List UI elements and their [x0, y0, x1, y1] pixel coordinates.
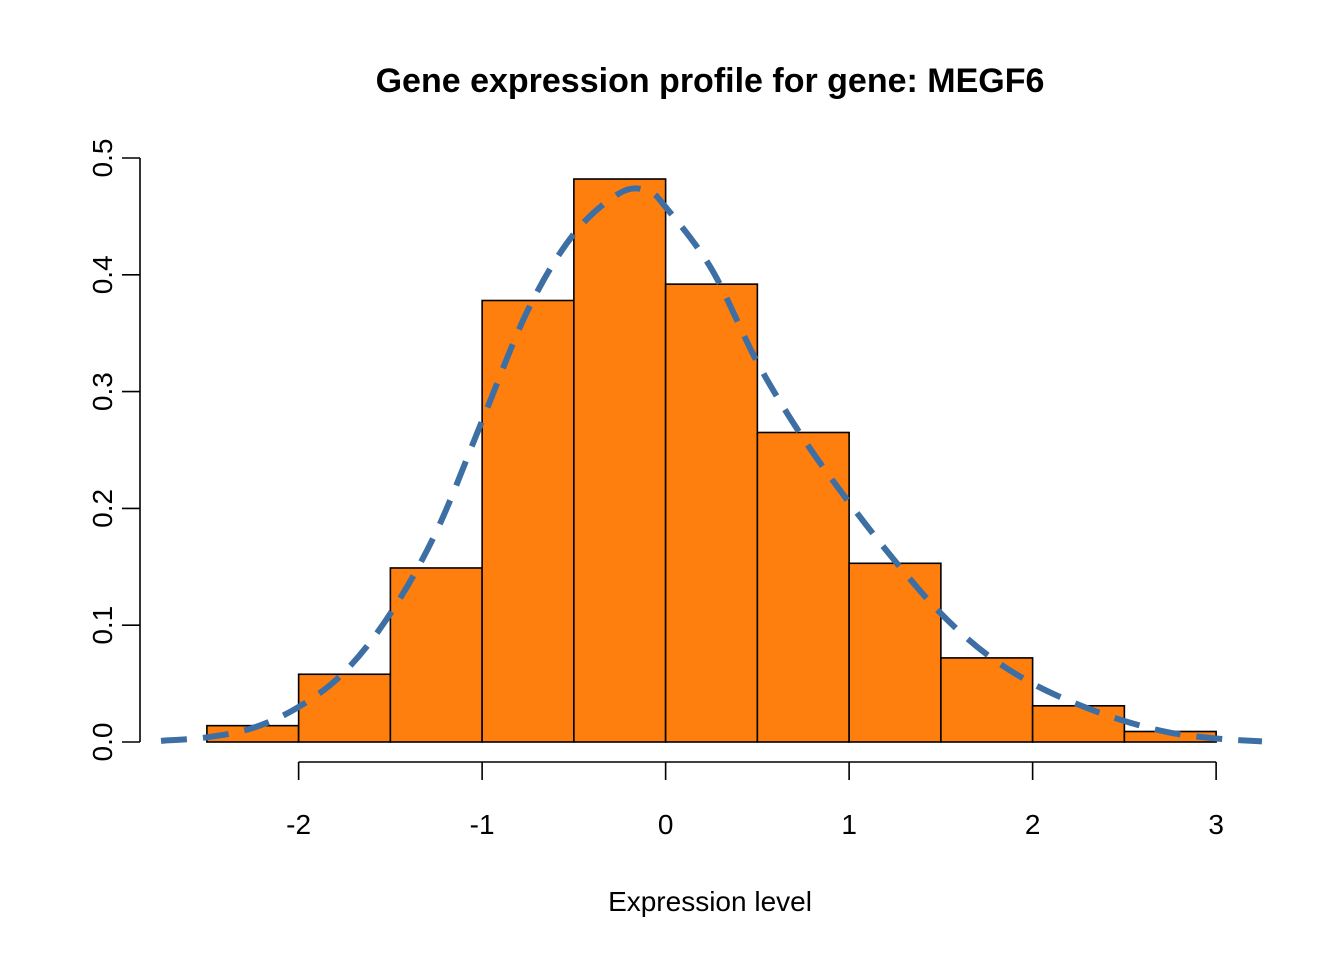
y-axis: 0.0 0.1 0.2 0.3 0.4 0.5 [87, 139, 141, 762]
y-tick-label: 0.3 [87, 372, 118, 411]
histogram-bar-6 [664, 283, 759, 743]
x-axis-label: Expression level [608, 886, 812, 917]
density-curve [160, 185, 1263, 745]
chart-title: Gene expression profile for gene: MEGF6 [376, 62, 1045, 100]
histogram-bar-8 [848, 562, 942, 743]
y-tick-label: 0.5 [87, 139, 118, 178]
x-tick-label: -1 [470, 809, 495, 840]
histogram-bar-3 [389, 567, 483, 743]
x-tick-label: 2 [1025, 809, 1041, 840]
y-tick-label: 0.0 [87, 723, 118, 762]
y-tick-label: 0.2 [87, 489, 118, 528]
y-tick-label: 0.4 [87, 255, 118, 294]
x-tick-label: -2 [286, 809, 311, 840]
histogram-bar-10 [1031, 704, 1126, 743]
histogram-bar-5 [573, 178, 667, 743]
x-tick-label: 3 [1208, 809, 1224, 840]
histogram-bar-7 [756, 431, 850, 743]
x-tick-label: 0 [658, 809, 674, 840]
histogram-bar-9 [940, 657, 1034, 743]
histogram-bar-4 [481, 299, 575, 743]
histogram-bars [206, 178, 1217, 743]
histogram-bar-2 [297, 673, 392, 743]
y-tick-label: 0.1 [87, 606, 118, 645]
x-tick-label: 1 [841, 809, 857, 840]
x-axis: -2 -1 0 1 2 3 [286, 761, 1224, 840]
